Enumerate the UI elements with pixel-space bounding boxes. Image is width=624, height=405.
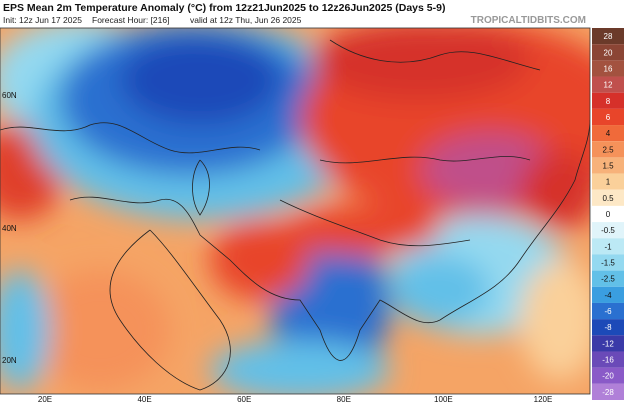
cool-blob	[210, 340, 390, 394]
border	[319, 156, 531, 164]
colorbar-label: 0.5	[602, 194, 614, 203]
colorbar-label: 12	[604, 81, 613, 90]
cool-blob	[0, 270, 50, 390]
watermark: TROPICALTIDBITS.COM	[471, 15, 586, 26]
coastline	[69, 196, 441, 361]
lat-label: 60N	[2, 91, 17, 100]
colorbar-swatch	[592, 108, 624, 126]
colorbar-label: -0.5	[601, 226, 615, 235]
warm-blob	[30, 270, 170, 390]
colorbar-label: 4	[606, 129, 611, 138]
cool-blob	[390, 255, 490, 325]
cold-blob	[120, 35, 280, 125]
colorbar-swatch	[592, 319, 624, 336]
border	[279, 199, 471, 247]
init: Init: 12z Jun 17 2025	[3, 15, 82, 25]
forecast-hour: Forecast Hour: [216]	[92, 15, 169, 25]
lon-label: 20E	[38, 395, 52, 404]
colorbar-swatch	[592, 367, 624, 384]
colorbar-swatch	[592, 302, 624, 320]
colorbar-swatch	[592, 76, 624, 93]
map	[0, 28, 590, 394]
colorbar-swatch	[592, 173, 624, 190]
coastline	[109, 229, 231, 391]
coastline	[0, 122, 261, 154]
colorbar-swatch	[592, 270, 624, 287]
colorbar-swatch	[592, 383, 624, 400]
lon-label: 60E	[237, 395, 251, 404]
lat-label: 40N	[2, 224, 17, 233]
border	[329, 39, 541, 71]
colorbar-label: -4	[604, 291, 612, 300]
lon-label: 40E	[137, 395, 151, 404]
colorbar-swatch	[592, 44, 624, 61]
colorbar-swatch	[592, 157, 624, 174]
valid-time: valid at 12z Thu, Jun 26 2025	[190, 15, 302, 25]
colorbar-swatch	[592, 28, 624, 45]
colorbar-label: 20	[604, 48, 613, 57]
colorbar-swatch	[592, 189, 624, 206]
colorbar-label: -16	[602, 356, 614, 365]
warm-blob	[280, 205, 440, 255]
title: EPS Mean 2m Temperature Anomaly (°C) fro…	[3, 2, 445, 14]
colorbar-label: -28	[602, 388, 614, 397]
lat-label: 20N	[2, 356, 17, 365]
colorbar-swatch	[592, 351, 624, 368]
coastline	[192, 159, 210, 216]
colorbar-swatch	[592, 60, 624, 77]
warm-blob	[310, 28, 530, 100]
colorbar-swatch	[592, 205, 624, 223]
colorbar-swatch	[592, 286, 624, 303]
colorbar-label: 0	[606, 210, 611, 219]
colorbar-label: -2.5	[601, 275, 615, 284]
colorbar-swatch	[592, 238, 624, 255]
colorbar-label: 8	[606, 97, 611, 106]
colorbar-swatch	[592, 335, 624, 352]
coastline	[439, 119, 590, 321]
colorbar-swatch	[592, 254, 624, 271]
anomaly-field	[0, 28, 590, 394]
warm-blob	[210, 220, 310, 300]
colorbar-swatch	[592, 92, 624, 109]
lon-label: 120E	[534, 395, 553, 404]
colorbar-label: -20	[602, 372, 614, 381]
colorbar-label: -8	[604, 323, 612, 332]
colorbar-label: 1	[606, 178, 611, 187]
colorbar-swatch	[592, 141, 624, 158]
colorbar-swatch	[592, 125, 624, 142]
colorbar-label: -1	[604, 242, 612, 251]
coastlines	[0, 39, 590, 391]
lon-label: 100E	[434, 395, 453, 404]
colorbar-label: -6	[604, 307, 612, 316]
colorbar-label: 1.5	[602, 161, 614, 170]
colorbar-label: 16	[604, 64, 613, 73]
colorbar-swatch	[592, 222, 624, 239]
mild-blob	[520, 260, 590, 380]
colorbar-label: 2.5	[602, 145, 614, 154]
warm-blob	[520, 150, 590, 230]
colorbar-label: -12	[602, 339, 614, 348]
lon-label: 80E	[337, 395, 351, 404]
colorbar-label: 6	[606, 113, 611, 122]
colorbar-label: -1.5	[601, 259, 615, 268]
map-frame	[0, 27, 591, 395]
colorbar-label: 28	[604, 32, 613, 41]
